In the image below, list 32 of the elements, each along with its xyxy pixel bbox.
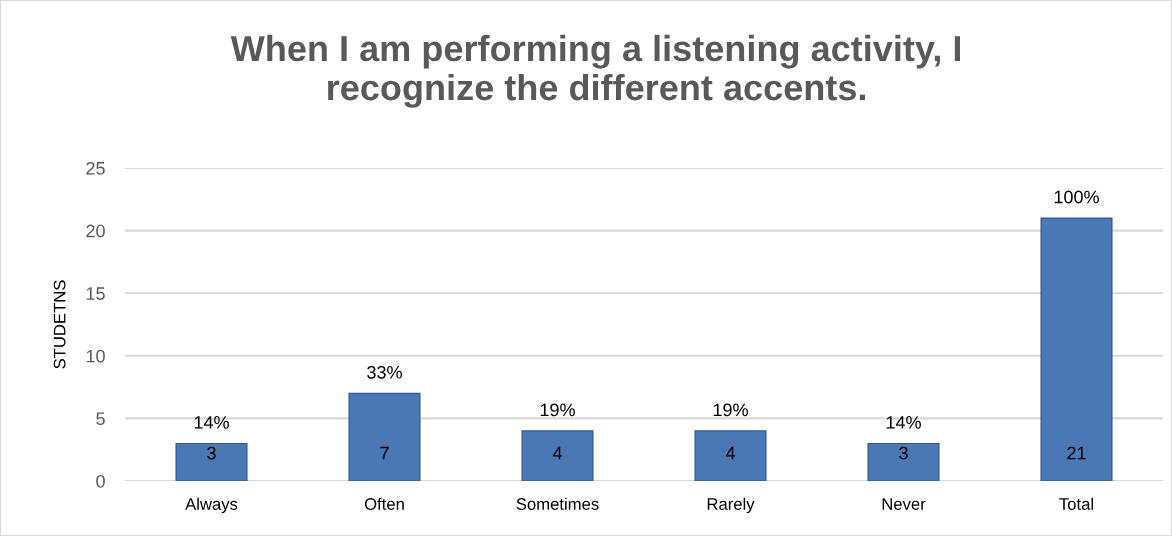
bar — [348, 392, 421, 481]
data-label: 7 — [380, 446, 389, 460]
annotation: 19% — [713, 403, 748, 417]
x-tick-label: Total — [1059, 497, 1093, 510]
bar — [521, 430, 594, 481]
annotation: 100% — [1054, 190, 1099, 204]
x-tick-label: Often — [364, 497, 404, 510]
annotation: 14% — [886, 416, 921, 429]
bar — [175, 442, 248, 481]
y-tick-label: 15 — [86, 287, 105, 300]
x-tick-label: Sometimes — [516, 497, 599, 510]
x-tick-label: Always — [185, 497, 238, 514]
data-label: 4 — [725, 446, 735, 460]
x-tick-label: Never — [882, 498, 926, 510]
bar — [694, 430, 767, 481]
y-tick-label: 0 — [96, 474, 105, 488]
bar — [867, 442, 940, 481]
bar — [1040, 217, 1113, 481]
y-tick-label: 10 — [86, 349, 105, 363]
x-tick-label: Rarely — [707, 497, 755, 514]
y-tick-label: 5 — [96, 412, 105, 426]
annotation: 14% — [194, 416, 229, 429]
data-label: 3 — [207, 446, 216, 460]
data-label: 3 — [899, 446, 908, 460]
y-axis-title: STUDETNS — [53, 280, 66, 369]
y-tick-label: 25 — [86, 161, 105, 175]
data-label: 21 — [1067, 446, 1086, 460]
annotation: 19% — [540, 403, 575, 417]
data-label: 4 — [552, 446, 562, 460]
annotation: 33% — [367, 365, 402, 379]
chart-title: When I am performing a listening activity, I recognize the different accents. — [230, 34, 961, 108]
y-tick-label: 20 — [86, 224, 105, 238]
